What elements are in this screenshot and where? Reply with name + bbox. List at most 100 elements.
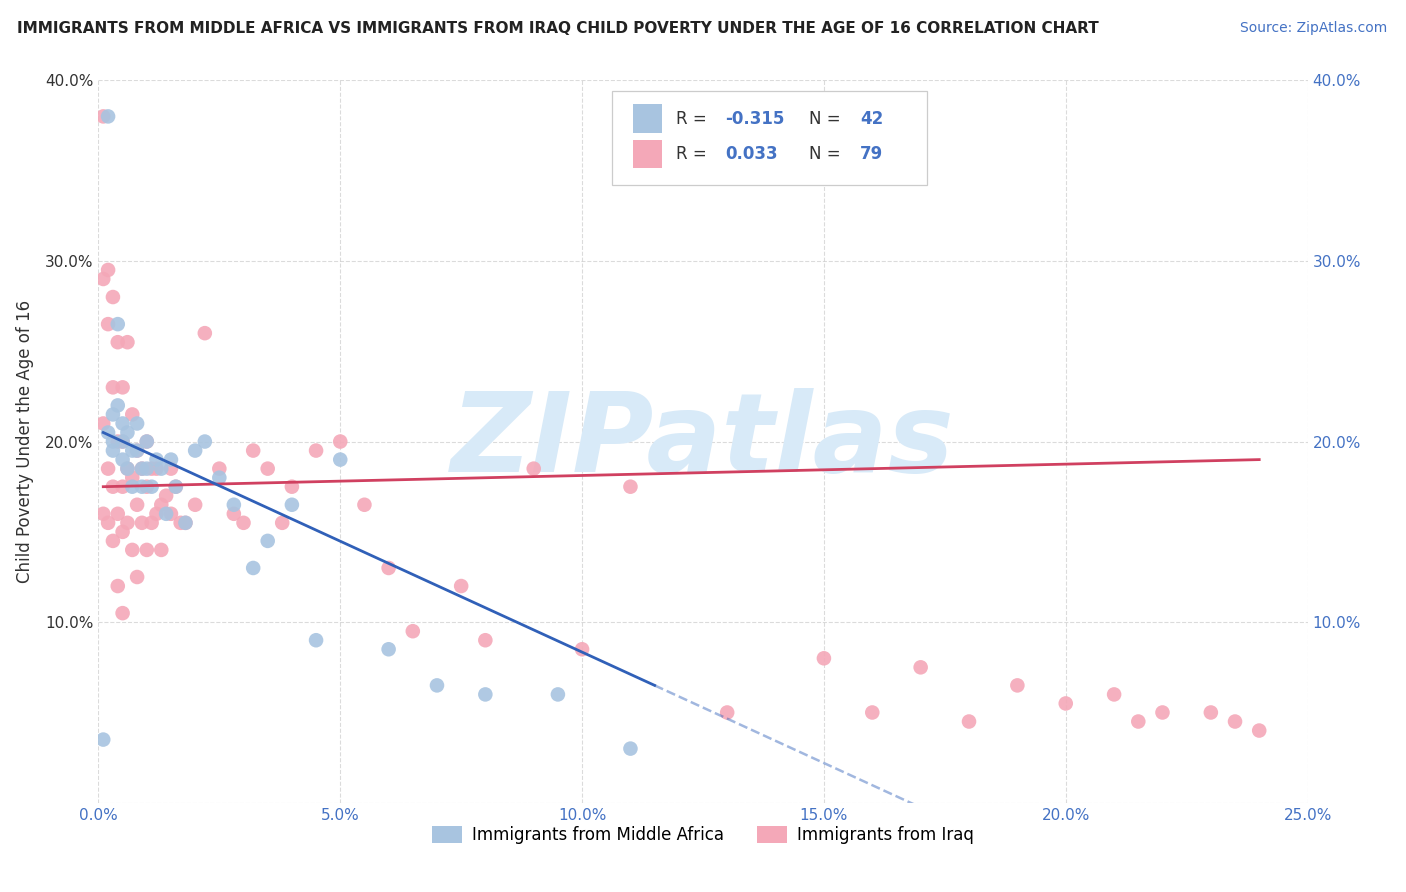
Point xyxy=(571,642,593,657)
Point xyxy=(305,633,328,648)
Point xyxy=(353,498,375,512)
Point xyxy=(1199,706,1222,720)
Point xyxy=(242,443,264,458)
Text: Source: ZipAtlas.com: Source: ZipAtlas.com xyxy=(1240,21,1388,35)
Point xyxy=(1102,687,1125,701)
Text: 42: 42 xyxy=(860,110,883,128)
Point xyxy=(111,434,134,449)
Point xyxy=(117,461,139,475)
Point xyxy=(107,579,129,593)
Point xyxy=(184,443,207,458)
Point xyxy=(127,443,149,458)
Point xyxy=(1007,678,1029,692)
Point xyxy=(619,480,641,494)
Point xyxy=(97,461,120,475)
Point xyxy=(111,417,134,431)
Point xyxy=(377,642,399,657)
Point xyxy=(150,461,173,475)
Point xyxy=(957,714,980,729)
Text: N =: N = xyxy=(810,110,846,128)
Point xyxy=(194,434,217,449)
Text: -0.315: -0.315 xyxy=(724,110,785,128)
Point xyxy=(141,516,163,530)
Text: R =: R = xyxy=(676,110,713,128)
Point xyxy=(97,516,120,530)
Point xyxy=(141,480,163,494)
Point xyxy=(91,507,114,521)
Point xyxy=(111,480,134,494)
Point xyxy=(135,542,157,557)
Point xyxy=(1152,706,1174,720)
Point xyxy=(97,109,120,123)
Point xyxy=(97,425,120,440)
Point xyxy=(256,533,278,548)
Text: ZIPatlas: ZIPatlas xyxy=(451,388,955,495)
Point xyxy=(165,480,187,494)
Point xyxy=(111,380,134,394)
Point xyxy=(135,434,157,449)
Point xyxy=(107,317,129,331)
FancyBboxPatch shape xyxy=(613,91,927,185)
Point xyxy=(117,516,139,530)
Point xyxy=(111,452,134,467)
Point xyxy=(160,461,183,475)
Point xyxy=(1128,714,1150,729)
Point xyxy=(377,561,399,575)
Point xyxy=(101,434,124,449)
Point xyxy=(111,524,134,539)
Point xyxy=(716,706,738,720)
Point xyxy=(91,109,114,123)
Point xyxy=(232,516,254,530)
Point xyxy=(150,498,173,512)
Point xyxy=(402,624,425,639)
Text: N =: N = xyxy=(810,145,846,163)
Point xyxy=(547,687,569,701)
Point xyxy=(150,542,173,557)
Point xyxy=(256,461,278,475)
Point xyxy=(107,335,129,350)
Text: IMMIGRANTS FROM MIDDLE AFRICA VS IMMIGRANTS FROM IRAQ CHILD POVERTY UNDER THE AG: IMMIGRANTS FROM MIDDLE AFRICA VS IMMIGRA… xyxy=(17,21,1098,36)
Legend: Immigrants from Middle Africa, Immigrants from Iraq: Immigrants from Middle Africa, Immigrant… xyxy=(425,820,981,851)
Point xyxy=(160,507,183,521)
Point xyxy=(474,687,496,701)
Point xyxy=(329,434,352,449)
Point xyxy=(101,380,124,394)
Point xyxy=(135,480,157,494)
Point xyxy=(121,443,143,458)
Point xyxy=(117,425,139,440)
Point xyxy=(222,498,245,512)
Point xyxy=(117,335,139,350)
Point xyxy=(169,516,191,530)
Point xyxy=(101,443,124,458)
Point xyxy=(1249,723,1271,738)
Y-axis label: Child Poverty Under the Age of 16: Child Poverty Under the Age of 16 xyxy=(15,300,34,583)
Point xyxy=(141,461,163,475)
Point xyxy=(121,471,143,485)
Point xyxy=(97,263,120,277)
Point xyxy=(135,461,157,475)
Point xyxy=(145,452,167,467)
Point xyxy=(474,633,496,648)
Point xyxy=(1054,697,1077,711)
Point xyxy=(155,507,177,521)
Point xyxy=(111,434,134,449)
Point xyxy=(329,452,352,467)
Point xyxy=(127,498,149,512)
Text: 0.033: 0.033 xyxy=(724,145,778,163)
Point xyxy=(121,542,143,557)
Point xyxy=(117,461,139,475)
Point xyxy=(131,516,153,530)
Point xyxy=(101,480,124,494)
Point xyxy=(271,516,294,530)
Point xyxy=(91,417,114,431)
Point xyxy=(1223,714,1246,729)
Point xyxy=(131,461,153,475)
Point xyxy=(107,507,129,521)
Point xyxy=(208,471,231,485)
Point xyxy=(131,461,153,475)
Point xyxy=(450,579,472,593)
Point xyxy=(426,678,449,692)
Point xyxy=(281,480,304,494)
FancyBboxPatch shape xyxy=(633,104,662,133)
Point xyxy=(619,741,641,756)
